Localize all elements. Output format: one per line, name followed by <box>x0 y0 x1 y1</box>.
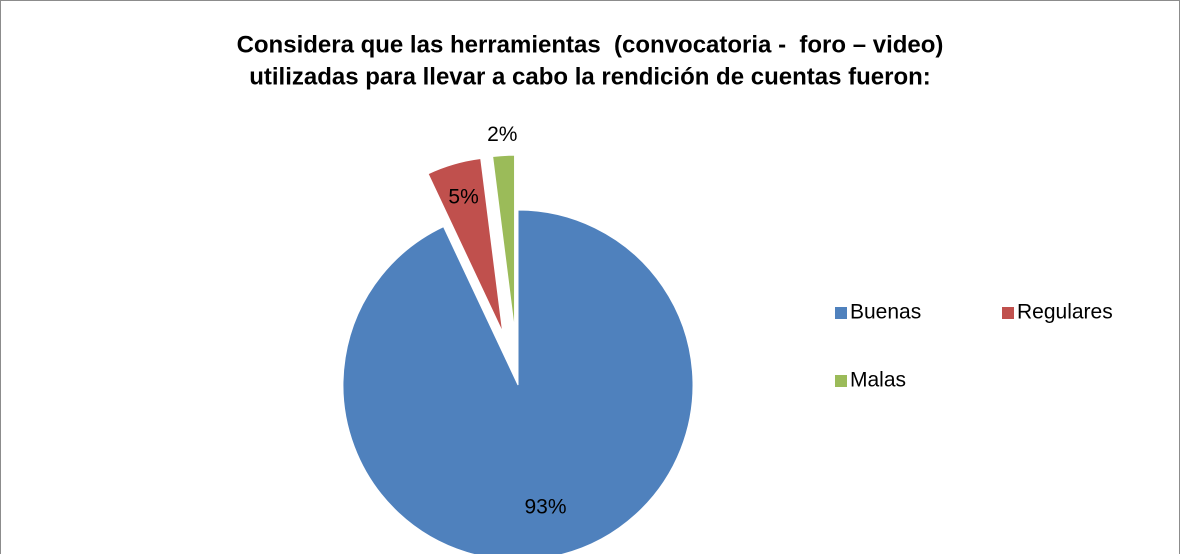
pie-slice <box>427 158 504 333</box>
legend-label: Regulares <box>1017 301 1113 324</box>
legend-swatch <box>835 307 847 319</box>
chart-title: utilizadas para llevar a cabo la rendici… <box>249 63 931 90</box>
legend-label: Buenas <box>850 301 921 324</box>
legend-label: Malas <box>850 369 906 392</box>
legend-swatch <box>1002 307 1014 319</box>
pie-slice <box>492 154 516 331</box>
legend-swatch <box>835 375 847 387</box>
data-label: 5% <box>448 185 478 208</box>
pie-slice <box>342 209 694 554</box>
data-label: 2% <box>487 123 517 146</box>
chart-title: Considera que las herramientas (convocat… <box>237 31 944 58</box>
data-label: 93% <box>524 496 566 519</box>
